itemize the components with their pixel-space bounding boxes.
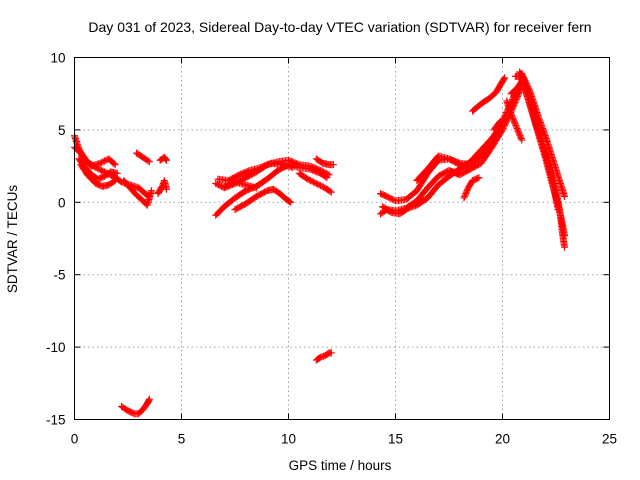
data-point bbox=[510, 117, 518, 125]
data-point bbox=[509, 114, 517, 122]
data-point bbox=[512, 122, 520, 130]
data-point bbox=[507, 110, 515, 118]
x-tick-label: 0 bbox=[71, 432, 79, 447]
data-point bbox=[515, 88, 523, 96]
data-point bbox=[516, 132, 524, 140]
data-point bbox=[501, 122, 509, 130]
data-point bbox=[512, 95, 520, 103]
data-point bbox=[144, 157, 152, 165]
data-point bbox=[561, 193, 569, 201]
x-axis-label: GPS time / hours bbox=[289, 458, 392, 473]
data-point bbox=[110, 160, 118, 168]
data-point bbox=[462, 190, 470, 198]
chart-title: Day 031 of 2023, Sidereal Day-to-day VTE… bbox=[88, 19, 591, 35]
y-tick-label: 5 bbox=[58, 123, 66, 138]
data-point bbox=[461, 191, 469, 199]
data-point bbox=[495, 118, 503, 126]
y-tick-label: 10 bbox=[50, 51, 65, 66]
data-point bbox=[518, 136, 526, 144]
x-tick-label: 20 bbox=[495, 432, 510, 447]
data-point bbox=[513, 124, 521, 132]
data-points bbox=[71, 68, 569, 418]
data-point bbox=[324, 170, 332, 178]
data-point bbox=[512, 97, 520, 105]
data-point bbox=[474, 174, 482, 182]
data-point bbox=[460, 194, 468, 202]
data-point bbox=[500, 123, 508, 131]
data-point bbox=[496, 117, 504, 125]
data-point bbox=[554, 206, 562, 214]
data-point bbox=[561, 243, 569, 251]
data-point bbox=[501, 74, 509, 82]
data-point bbox=[500, 75, 508, 83]
data-point bbox=[503, 116, 511, 124]
y-tick-label: 0 bbox=[58, 195, 66, 210]
data-point bbox=[511, 119, 519, 127]
data-point bbox=[163, 156, 171, 164]
data-point bbox=[329, 161, 337, 169]
data-point bbox=[508, 111, 516, 119]
data-point bbox=[111, 161, 119, 169]
data-point bbox=[502, 119, 510, 127]
data-point bbox=[326, 187, 334, 195]
data-point bbox=[515, 90, 523, 98]
data-point bbox=[514, 126, 522, 134]
data-point bbox=[325, 171, 333, 179]
plot-frame bbox=[74, 57, 610, 420]
data-point bbox=[499, 124, 507, 132]
data-point bbox=[461, 193, 469, 201]
data-point bbox=[510, 116, 518, 124]
data-point bbox=[462, 188, 470, 196]
data-point bbox=[514, 91, 522, 99]
data-point bbox=[510, 100, 518, 108]
data-point bbox=[113, 169, 121, 177]
data-point bbox=[252, 184, 260, 192]
data-point bbox=[111, 177, 119, 185]
x-tick-label: 25 bbox=[602, 432, 617, 447]
data-point bbox=[287, 198, 295, 206]
data-point bbox=[163, 185, 171, 193]
data-point bbox=[110, 177, 118, 185]
data-point bbox=[289, 164, 297, 172]
data-point bbox=[514, 127, 522, 135]
data-point bbox=[511, 120, 519, 128]
data-point bbox=[513, 94, 521, 102]
data-point bbox=[511, 98, 519, 106]
data-point bbox=[503, 117, 511, 125]
data-point bbox=[508, 113, 516, 121]
x-tick-label: 10 bbox=[281, 432, 296, 447]
y-tick-labels: -15 -10 -5 0 5 10 bbox=[46, 51, 66, 428]
data-point bbox=[517, 135, 525, 143]
axis-ticks bbox=[74, 57, 610, 420]
data-point bbox=[513, 93, 521, 101]
data-point bbox=[499, 126, 506, 134]
x-tick-label: 5 bbox=[178, 432, 186, 447]
x-tick-labels: 0 5 10 15 20 25 bbox=[71, 432, 617, 447]
data-point bbox=[515, 129, 523, 137]
y-tick-label: -5 bbox=[53, 268, 65, 283]
y-tick-label: -10 bbox=[46, 340, 66, 355]
data-point bbox=[327, 188, 335, 196]
data-point bbox=[148, 187, 156, 195]
data-point bbox=[515, 130, 523, 138]
data-point bbox=[145, 158, 153, 166]
data-point bbox=[513, 123, 521, 131]
data-point bbox=[501, 120, 509, 128]
y-tick-label: -15 bbox=[46, 413, 66, 428]
data-point bbox=[286, 198, 294, 206]
data-point bbox=[517, 133, 525, 141]
data-point bbox=[145, 395, 153, 403]
data-point bbox=[327, 349, 335, 357]
data-point bbox=[463, 187, 471, 195]
data-point bbox=[162, 155, 170, 163]
x-tick-label: 15 bbox=[388, 432, 403, 447]
y-axis-label: SDTVAR / TECUs bbox=[5, 185, 20, 294]
data-point bbox=[475, 174, 483, 182]
